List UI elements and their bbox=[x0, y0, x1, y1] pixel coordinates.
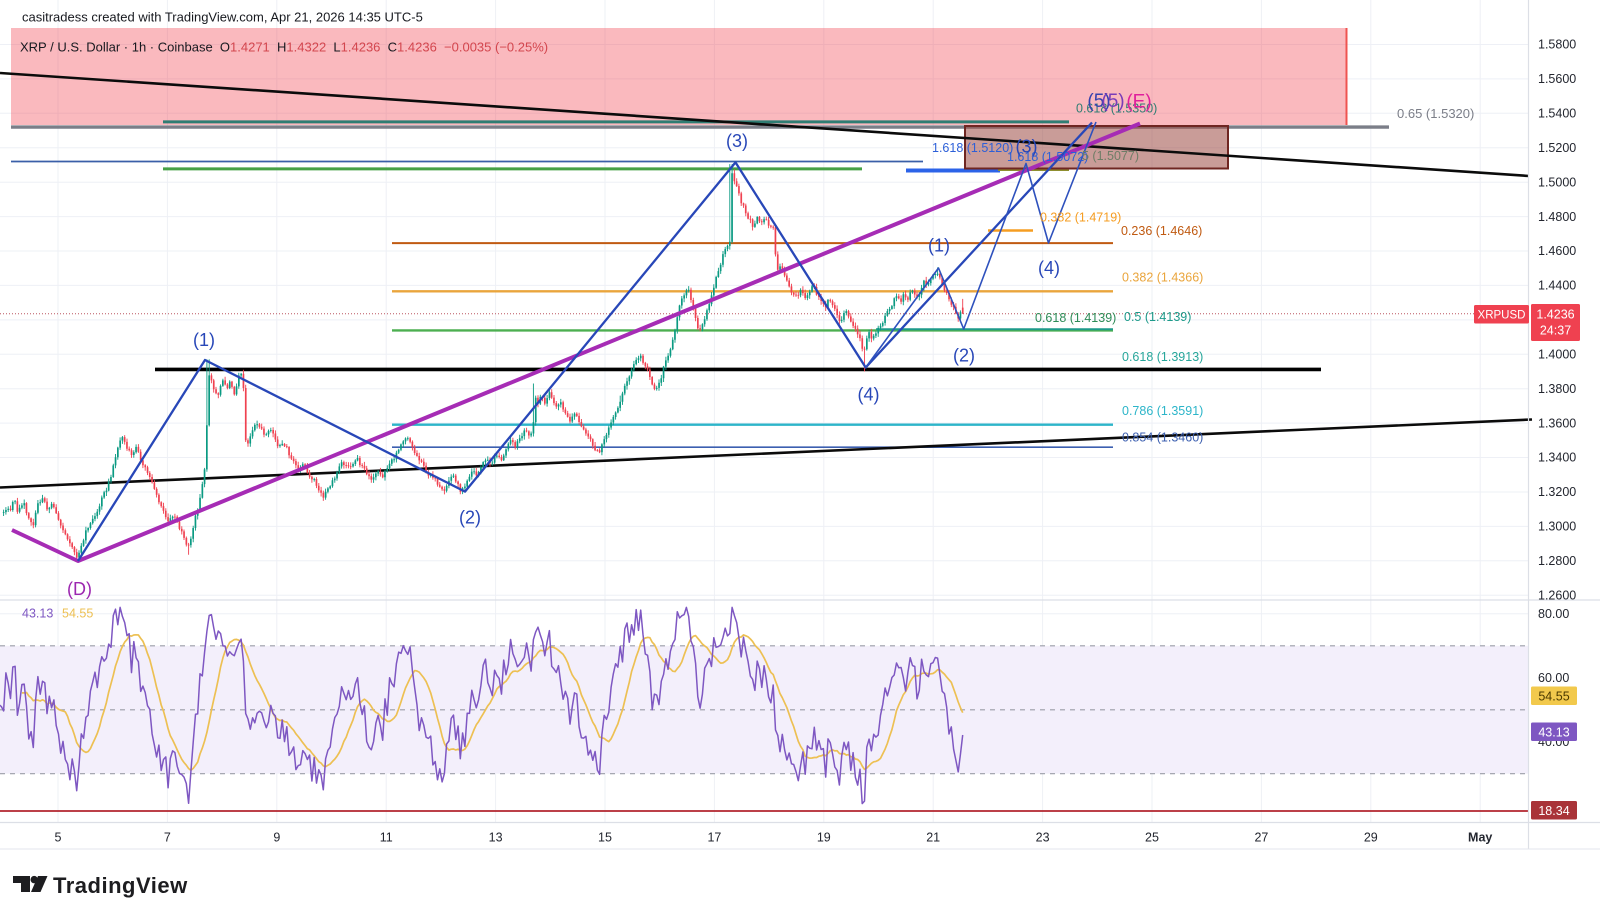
svg-text:1.2600: 1.2600 bbox=[1538, 588, 1576, 602]
svg-text:1.618 (1.5072): 1.618 (1.5072) bbox=[1007, 150, 1088, 164]
svg-text:0.786 (1.3591): 0.786 (1.3591) bbox=[1122, 404, 1203, 418]
svg-text:casitradess created with Tradi: casitradess created with TradingView.com… bbox=[22, 10, 423, 25]
svg-text:15: 15 bbox=[598, 830, 612, 844]
svg-text:7: 7 bbox=[164, 830, 171, 844]
svg-text:19: 19 bbox=[817, 830, 831, 844]
svg-text:21: 21 bbox=[926, 830, 940, 844]
svg-text:1.3600: 1.3600 bbox=[1538, 416, 1576, 430]
svg-text:0.5 (1.4139): 0.5 (1.4139) bbox=[1124, 310, 1191, 324]
svg-text:0.65 (1.5320): 0.65 (1.5320) bbox=[1397, 106, 1474, 121]
svg-text:13: 13 bbox=[489, 830, 503, 844]
svg-text:11: 11 bbox=[380, 830, 393, 844]
svg-text:1.5000: 1.5000 bbox=[1538, 175, 1576, 189]
svg-text:(E): (E) bbox=[1126, 92, 1151, 113]
svg-text:1.3800: 1.3800 bbox=[1538, 382, 1576, 396]
svg-text:(2): (2) bbox=[953, 346, 975, 366]
svg-text:1.4600: 1.4600 bbox=[1538, 244, 1576, 258]
svg-text:27: 27 bbox=[1254, 830, 1268, 844]
svg-text:TradingView: TradingView bbox=[53, 873, 188, 898]
svg-text:XRP / U.S. Dollar · 1h · Coinb: XRP / U.S. Dollar · 1h · Coinbase O1.427… bbox=[20, 40, 548, 55]
svg-text:1.618 (1.5120): 1.618 (1.5120) bbox=[932, 141, 1013, 155]
svg-text:1.4400: 1.4400 bbox=[1538, 279, 1576, 293]
svg-text:1.3400: 1.3400 bbox=[1538, 451, 1576, 465]
svg-text:(2): (2) bbox=[459, 508, 481, 528]
svg-text:54.55: 54.55 bbox=[62, 607, 93, 621]
svg-text:1.5600: 1.5600 bbox=[1538, 72, 1576, 86]
svg-text:54.55: 54.55 bbox=[1538, 690, 1569, 704]
svg-text:17: 17 bbox=[707, 830, 721, 844]
svg-text:1.4000: 1.4000 bbox=[1538, 347, 1576, 361]
svg-text:0.382 (1.4366): 0.382 (1.4366) bbox=[1122, 271, 1203, 285]
svg-text:25: 25 bbox=[1145, 830, 1159, 844]
svg-text:0.854 (1.3460): 0.854 (1.3460) bbox=[1122, 431, 1203, 445]
svg-text:1.4236: 1.4236 bbox=[1536, 308, 1574, 322]
svg-text:(1): (1) bbox=[193, 330, 215, 350]
svg-text:0.382 (1.4719): 0.382 (1.4719) bbox=[1040, 211, 1121, 225]
svg-text:(4): (4) bbox=[1038, 258, 1060, 278]
svg-text:43.13: 43.13 bbox=[1538, 726, 1569, 740]
svg-text:(3): (3) bbox=[1016, 137, 1038, 157]
svg-text:(D): (D) bbox=[67, 579, 92, 599]
svg-text:(5): (5) bbox=[1087, 91, 1110, 112]
svg-text:(1): (1) bbox=[928, 236, 950, 256]
svg-text:(3): (3) bbox=[726, 131, 748, 151]
svg-text:(5): (5) bbox=[1101, 91, 1124, 112]
svg-text:23: 23 bbox=[1036, 830, 1050, 844]
svg-text:5 (1.5077): 5 (1.5077) bbox=[1082, 149, 1139, 163]
svg-text:May: May bbox=[1468, 830, 1492, 844]
svg-text:29: 29 bbox=[1364, 830, 1378, 844]
svg-text:0.236 (1.4646): 0.236 (1.4646) bbox=[1121, 224, 1202, 238]
svg-text:0.618 (1.4139): 0.618 (1.4139) bbox=[1035, 311, 1116, 325]
svg-text:18.34: 18.34 bbox=[1538, 804, 1569, 818]
svg-text:9: 9 bbox=[273, 830, 280, 844]
svg-text:43.13: 43.13 bbox=[22, 607, 53, 621]
svg-text:(4): (4) bbox=[858, 385, 880, 405]
svg-text:5: 5 bbox=[55, 830, 62, 844]
svg-text:1.4800: 1.4800 bbox=[1538, 210, 1576, 224]
svg-text:1.5400: 1.5400 bbox=[1538, 107, 1576, 121]
svg-text:1.3000: 1.3000 bbox=[1538, 520, 1576, 534]
svg-text:24:37: 24:37 bbox=[1540, 324, 1571, 338]
svg-text:80.00: 80.00 bbox=[1538, 607, 1569, 621]
svg-text:0.618 (1.3913): 0.618 (1.3913) bbox=[1122, 350, 1203, 364]
svg-text:1.3200: 1.3200 bbox=[1538, 485, 1576, 499]
svg-text:1.5200: 1.5200 bbox=[1538, 141, 1576, 155]
svg-text:XRPUSD: XRPUSD bbox=[1478, 310, 1526, 322]
svg-text:60.00: 60.00 bbox=[1538, 671, 1569, 685]
svg-text:0.618 (1.5350): 0.618 (1.5350) bbox=[1076, 102, 1157, 116]
svg-text:1.2800: 1.2800 bbox=[1538, 554, 1576, 568]
svg-text:1.5800: 1.5800 bbox=[1538, 38, 1576, 52]
